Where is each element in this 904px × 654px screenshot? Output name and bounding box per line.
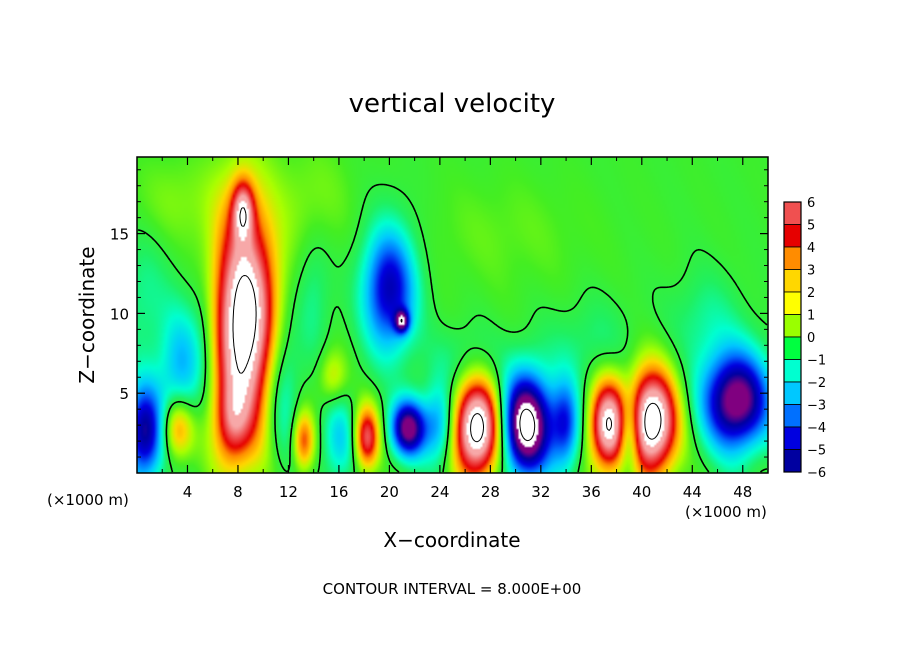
colorbar-label-7: −1 — [807, 354, 826, 369]
colorbar-label-10: −4 — [807, 421, 826, 436]
colorbar-label-11: −5 — [807, 444, 826, 459]
heatmap-field — [137, 157, 768, 473]
x-unit-label-left: (×1000 m) — [47, 491, 129, 509]
contour-lines — [138, 183, 768, 473]
x-tick-label-20: 20 — [380, 483, 399, 501]
contour-interval-footer: CONTOUR INTERVAL = 8.000E+00 — [323, 580, 582, 598]
x-tick-label-4: 4 — [183, 483, 193, 501]
x-tick-label-28: 28 — [481, 483, 500, 501]
colorbar-label-12: −6 — [807, 466, 826, 481]
x-axis-label: X−coordinate — [383, 528, 520, 552]
contour-negative-8 — [400, 318, 536, 442]
x-tick-label-44: 44 — [683, 483, 702, 501]
colorbar-label-8: −2 — [807, 376, 826, 391]
colorbar-swatch-2 — [783, 246, 802, 270]
y-tick-label-10: 10 — [110, 305, 129, 323]
colorbar-label-6: 0 — [807, 331, 815, 346]
y-tick-label-15: 15 — [110, 226, 129, 244]
y-tick-label-5: 5 — [119, 385, 129, 403]
colorbar-label-2: 4 — [807, 241, 815, 256]
plot-frame — [136, 156, 769, 474]
contour-positive-8 — [232, 207, 662, 443]
contour-zero — [138, 183, 768, 473]
colorbar-swatch-6 — [783, 336, 802, 360]
colorbar-label-5: 1 — [807, 309, 815, 324]
colorbar-swatch-9 — [783, 404, 802, 428]
y-ticks: 5 10 15 — [110, 169, 768, 458]
x-tick-label-36: 36 — [582, 483, 601, 501]
x-unit-label-right: (×1000 m) — [685, 503, 767, 521]
colorbar-label-4: 2 — [807, 286, 815, 301]
x-tick-label-32: 32 — [531, 483, 550, 501]
colorbar-swatch-11 — [783, 449, 802, 473]
colorbar-swatch-1 — [783, 224, 802, 248]
x-tick-label-8: 8 — [233, 483, 243, 501]
colorbar-label-9: −3 — [807, 399, 826, 414]
colorbar-label-1: 5 — [807, 219, 815, 234]
x-tick-label-12: 12 — [279, 483, 298, 501]
colorbar-label-3: 3 — [807, 264, 815, 279]
x-tick-label-16: 16 — [329, 483, 348, 501]
x-tick-label-40: 40 — [632, 483, 651, 501]
colorbar-swatch-3 — [783, 269, 802, 293]
x-tick-label-24: 24 — [430, 483, 449, 501]
x-ticks: 4 8 12 16 20 24 28 32 36 40 44 48 — [161, 157, 752, 501]
y-axis-label: Z−coordinate — [75, 246, 99, 383]
colorbar-swatch-5 — [783, 314, 802, 338]
colorbar-swatch-7 — [783, 359, 802, 383]
colorbar-swatch-4 — [783, 291, 802, 315]
chart-title: vertical velocity — [349, 89, 556, 119]
colorbar-swatch-0 — [783, 201, 802, 225]
colorbar: 6 5 4 3 2 1 0 −1 −2 −3 −4 −5 −6 — [783, 196, 826, 481]
colorbar-swatch-8 — [783, 381, 802, 405]
x-tick-label-48: 48 — [733, 483, 752, 501]
colorbar-label-0: 6 — [807, 196, 815, 211]
colorbar-frame — [783, 201, 802, 473]
colorbar-swatch-10 — [783, 426, 802, 450]
